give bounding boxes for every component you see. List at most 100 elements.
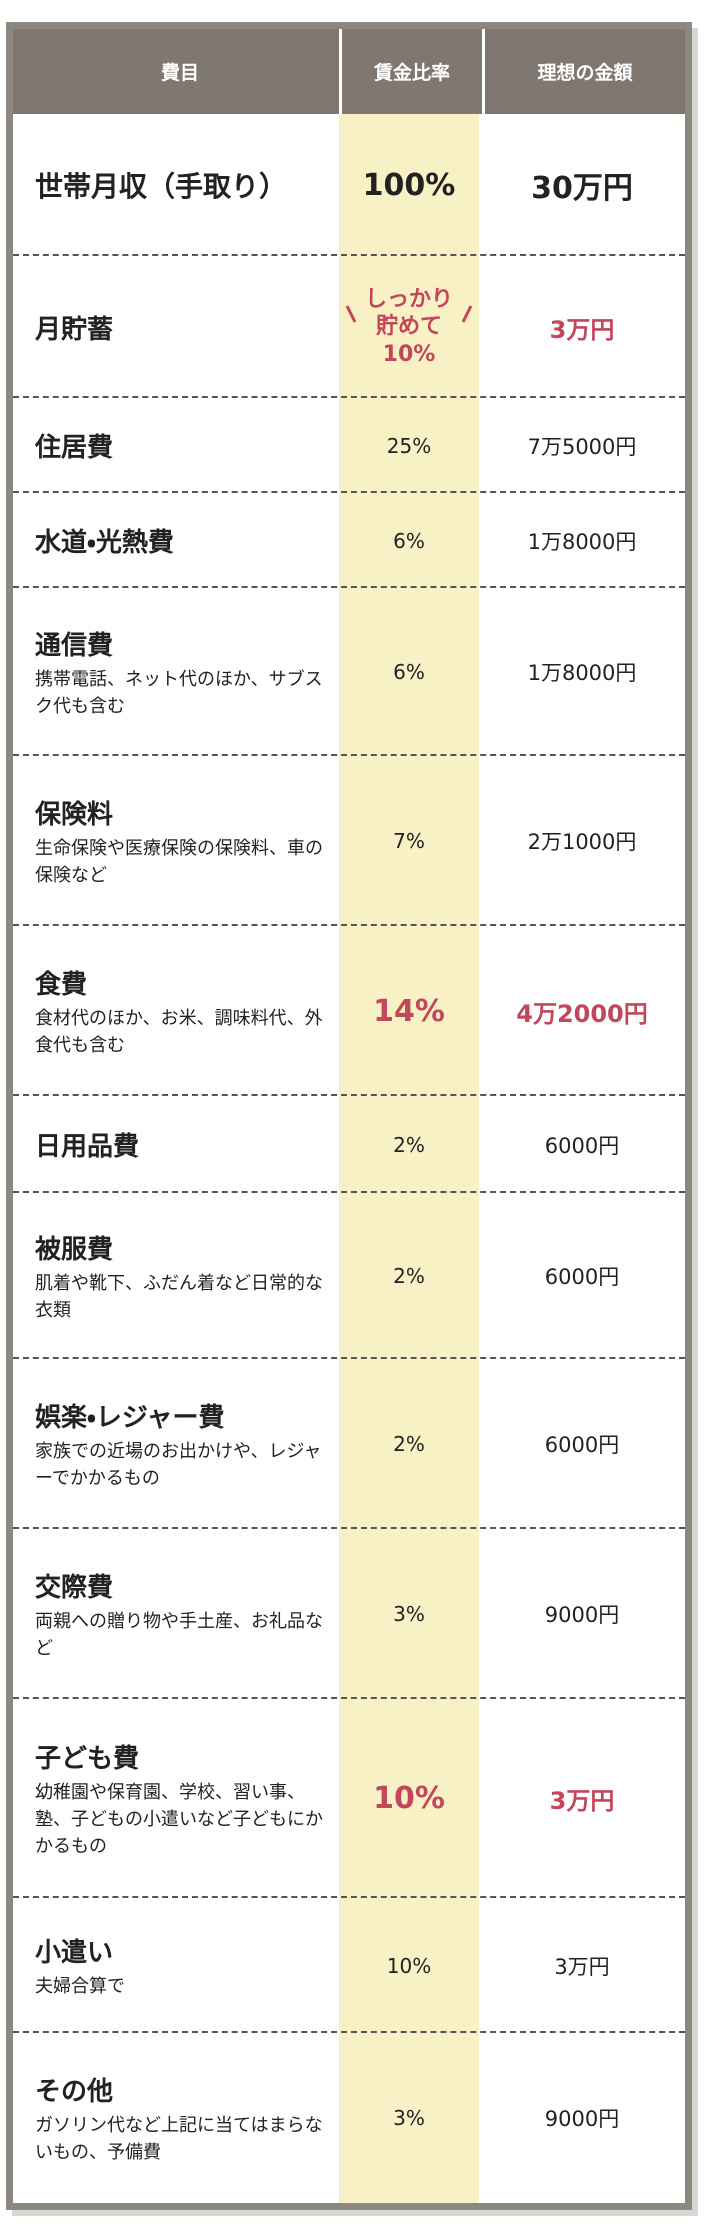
item-note: 携帯電話、ネット代のほか、サブスク代も含む <box>35 668 323 717</box>
table-row: 娯楽・レジャー費家族での近場のお出かけや、レジャーでかかるもの 2% 6000円 <box>13 1359 685 1529</box>
item-label: 被服費 <box>35 1234 114 1265</box>
ratio-cell: 6% <box>339 493 479 588</box>
row-separator <box>13 396 685 398</box>
item-cell: 通信費 携帯電話、ネット代のほか、サブスク代も含む <box>13 588 339 756</box>
item-cell: 月貯蓄 <box>13 256 339 398</box>
item-label: その他 <box>35 2076 114 2107</box>
item-cell: 世帯月収（手取り） <box>13 114 339 256</box>
amount-cell: 6000円 <box>479 1096 685 1193</box>
ratio: 2% <box>393 1132 425 1157</box>
amount: 9000円 <box>544 2107 620 2131</box>
ratio: 14% <box>373 993 445 1029</box>
item-label: 小遣い <box>35 1937 114 1968</box>
ratio: 6% <box>393 660 425 684</box>
amount: 4万2000円 <box>516 999 648 1028</box>
ratio-cell: 2% <box>339 1359 479 1529</box>
amount: 2万1000円 <box>527 830 637 854</box>
ratio-line: 10% <box>382 341 436 367</box>
item-cell: 娯楽・レジャー費家族での近場のお出かけや、レジャーでかかるもの <box>13 1359 339 1529</box>
row-separator <box>13 1697 685 1699</box>
ratio: 7% <box>393 829 425 853</box>
amount-cell: 3万円 <box>479 256 685 398</box>
ratio-cell: 3% <box>339 2033 479 2203</box>
ratio: 3% <box>393 1602 425 1626</box>
item-label: 水道・光熱費 <box>35 528 174 558</box>
table-row: 通信費 携帯電話、ネット代のほか、サブスク代も含む 6% 1万8000円 <box>13 588 685 756</box>
amount-cell: 9000円 <box>479 2033 685 2203</box>
ratio-cell: 3% <box>339 1529 479 1699</box>
amount-cell: 6000円 <box>479 1359 685 1529</box>
row-separator <box>13 1191 685 1193</box>
item-label: 食費 <box>35 969 88 1000</box>
amount-cell: 3万円 <box>479 1898 685 2033</box>
ratio: 100% <box>362 167 456 203</box>
ratio: 6% <box>393 528 425 553</box>
item-note: 食材代のほか、お米、調味料代、外食代も含む <box>35 1007 323 1056</box>
ratio: 3% <box>393 2106 425 2130</box>
item-label: 日用品費 <box>35 1132 140 1162</box>
table-row: 住居費 25% 7万5000円 <box>13 398 685 493</box>
header-cell: 費目 <box>13 29 339 114</box>
item-note: 肌着や靴下、ふだん着など日常的な衣類 <box>35 1272 323 1321</box>
table-row: 交際費両親への贈り物や手土産、お礼品など 3% 9000円 <box>13 1529 685 1699</box>
item-note: 生命保険や医療保険の保険料、車の保険など <box>35 837 323 886</box>
ratio: 2% <box>393 1264 425 1288</box>
table-row: 世帯月収（手取り） 100% 30万円 <box>13 114 685 256</box>
ratio-line: 貯めて <box>375 314 442 340</box>
item-cell: 子ども費 幼稚園や保育園、学校、習い事、塾、子どもの小遣いなど子どもにかかるもの <box>13 1699 339 1898</box>
item-note: 夫婦合算で <box>35 1975 125 1997</box>
amount-cell: 3万円 <box>479 1699 685 1898</box>
ratio-cell: 7% <box>339 756 479 926</box>
item-label: 住居費 <box>35 433 114 463</box>
table-row: 保険料 生命保険や医療保険の保険料、車の保険など 7% 2万1000円 <box>13 756 685 926</box>
amount-cell: 30万円 <box>479 114 685 256</box>
item-label: 娯楽・レジャー費 <box>35 1402 225 1433</box>
table-row: 水道・光熱費 6% 1万8000円 <box>13 493 685 588</box>
amount: 1万8000円 <box>527 661 637 685</box>
table-row: 小遣い夫婦合算で 10% 3万円 <box>13 1898 685 2033</box>
item-cell: 小遣い 夫婦合算で <box>13 1898 339 2033</box>
ratio: 25% <box>386 433 432 458</box>
ratio-cell: 10% <box>339 1699 479 1898</box>
budget-table: 費目 賃金比率 理想の金額 世帯月収（手取り） 100% 30万円 月貯蓄 しっかり 貯めて 10… <box>6 22 692 2210</box>
row-separator <box>13 1094 685 1096</box>
ratio-cell: しっかり 貯めて 10% <box>339 256 479 398</box>
table-row: その他 ガソリン代など上記に当てはまらないもの、予備費 3% 9000円 <box>13 2033 685 2203</box>
accent-marks <box>345 305 473 323</box>
item-cell: 日用品費 <box>13 1096 339 1193</box>
amount-cell: 7万5000円 <box>479 398 685 493</box>
amount: 6000円 <box>544 1265 620 1289</box>
amount: 1万8000円 <box>527 529 637 554</box>
amount: 3万円 <box>549 1787 615 1815</box>
amount: 9000円 <box>544 1603 620 1627</box>
item-label: 世帯月収（手取り） <box>35 170 288 203</box>
amount: 7万5000円 <box>527 434 637 459</box>
item-label: 月貯蓄 <box>35 314 114 345</box>
row-separator <box>13 491 685 493</box>
table-row: 食費食材代のほか、お米、調味料代、外食代も含む 14% 4万2000円 <box>13 926 685 1096</box>
amount: 6000円 <box>544 1433 620 1457</box>
table-row: 子ども費 幼稚園や保育園、学校、習い事、塾、子どもの小遣いなど子どもにかかるもの 1… <box>13 1699 685 1898</box>
item-note: 家族での近場のお出かけや、レジャーでかかるもの <box>35 1440 322 1489</box>
row-separator <box>13 586 685 588</box>
row-separator <box>13 254 685 256</box>
amount: 6000円 <box>544 1133 620 1158</box>
table-row: 日用品費 2% 6000円 <box>13 1096 685 1193</box>
ratio: 10% <box>386 1953 432 1978</box>
ratio-line: しっかり <box>364 286 453 312</box>
item-cell: その他 ガソリン代など上記に当てはまらないもの、予備費 <box>13 2033 339 2203</box>
item-label: 交際費 <box>35 1572 114 1603</box>
item-note: 両親への贈り物や手土産、お礼品など <box>35 1610 323 1659</box>
row-separator <box>13 754 685 756</box>
item-cell: 食費食材代のほか、お米、調味料代、外食代も含む <box>13 926 339 1096</box>
amount: 3万円 <box>549 315 615 344</box>
ratio: 2% <box>393 1432 425 1456</box>
header-cell: 賃金比率 <box>339 29 485 114</box>
amount: 3万円 <box>554 1954 610 1979</box>
ratio-cell: 14% <box>339 926 479 1096</box>
ratio: 10% <box>373 1781 445 1816</box>
amount-cell: 4万2000円 <box>479 926 685 1096</box>
amount-cell: 9000円 <box>479 1529 685 1699</box>
table-row: 被服費肌着や靴下、ふだん着など日常的な衣類 2% 6000円 <box>13 1193 685 1359</box>
